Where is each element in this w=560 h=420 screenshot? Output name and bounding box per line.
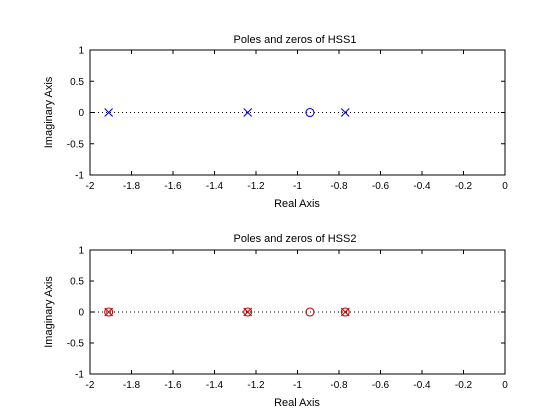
y-tick-label: -1	[75, 370, 84, 381]
axes-box	[89, 249, 506, 375]
pole-marker	[104, 108, 114, 117]
y-ticks: -1 -0.5 0 0.5 1	[67, 246, 505, 381]
x-tick-label: -0.2	[455, 181, 473, 192]
x-tick-label: -1	[293, 181, 302, 192]
x-tick-label: -1.6	[164, 181, 182, 192]
zero-marker	[243, 307, 253, 317]
y-tick-label: 1	[78, 246, 84, 257]
y-axis-label: Imaginary Axis	[43, 76, 55, 148]
x-tick-label: -1.2	[247, 380, 265, 391]
x-ticks: -2 -1.8 -1.6 -1.4 -1.2 -1 -0.8 -0.6 -0.4 -0.2 0	[86, 50, 508, 192]
zero-marker	[340, 307, 350, 317]
x-tick-label: 0	[502, 380, 508, 391]
x-tick-label: -1	[293, 380, 302, 391]
x-tick-label: -2	[86, 380, 95, 391]
x-tick-label: -0.2	[455, 380, 473, 391]
y-tick-label: 0.5	[70, 77, 84, 88]
x-tick-label: -0.4	[413, 380, 431, 391]
x-tick-label: -1.6	[164, 380, 182, 391]
plot-title: Poles and zeros of HSS2	[234, 233, 357, 245]
x-tick-label: -0.8	[330, 380, 348, 391]
pole-marker	[340, 108, 350, 117]
plot-title: Poles and zeros of HSS1	[234, 34, 357, 46]
zero-marker	[305, 107, 315, 118]
x-tick-label: -0.4	[413, 181, 431, 192]
x-tick-label: 0	[502, 181, 508, 192]
markers	[104, 307, 350, 317]
y-tick-label: 0	[78, 108, 84, 119]
markers	[104, 107, 350, 118]
x-tick-label: -1.4	[206, 181, 224, 192]
zero-marker	[305, 307, 315, 317]
x-axis-label: Real Axis	[274, 198, 320, 210]
x-ticks: -2 -1.8 -1.6 -1.4 -1.2 -1 -0.8 -0.6 -0.4 -0.2 0	[86, 250, 508, 391]
axes-box	[89, 49, 506, 176]
x-tick-label: -1.8	[123, 380, 141, 391]
pole-marker	[243, 108, 253, 117]
x-tick-label: -2	[86, 181, 95, 192]
y-tick-label: 1	[78, 46, 84, 57]
x-tick-label: -0.8	[330, 181, 348, 192]
x-tick-label: -0.6	[372, 181, 390, 192]
x-tick-label: -1.4	[206, 380, 224, 391]
y-tick-label: -0.5	[67, 339, 85, 350]
x-tick-label: -1.8	[123, 181, 141, 192]
zero-marker	[104, 307, 114, 317]
subplot-hss2: Poles and zeros of HSS2 -2 -1.8 -1.6 -1.4 -1…	[43, 233, 508, 409]
x-tick-label: -0.6	[372, 380, 390, 391]
y-ticks: -1 -0.5 0 0.5 1	[67, 46, 505, 182]
x-axis-label: Real Axis	[274, 397, 320, 409]
x-tick-label: -1.2	[247, 181, 265, 192]
y-tick-label: -0.5	[67, 139, 85, 150]
y-tick-label: -1	[75, 171, 84, 182]
y-tick-label: 0	[78, 308, 84, 319]
y-tick-label: 0.5	[70, 277, 84, 288]
y-axis-label: Imaginary Axis	[43, 276, 55, 348]
subplot-hss1: Poles and zeros of HSS1 -2 -1.8 -1.6 -1.4 -1…	[43, 34, 508, 210]
